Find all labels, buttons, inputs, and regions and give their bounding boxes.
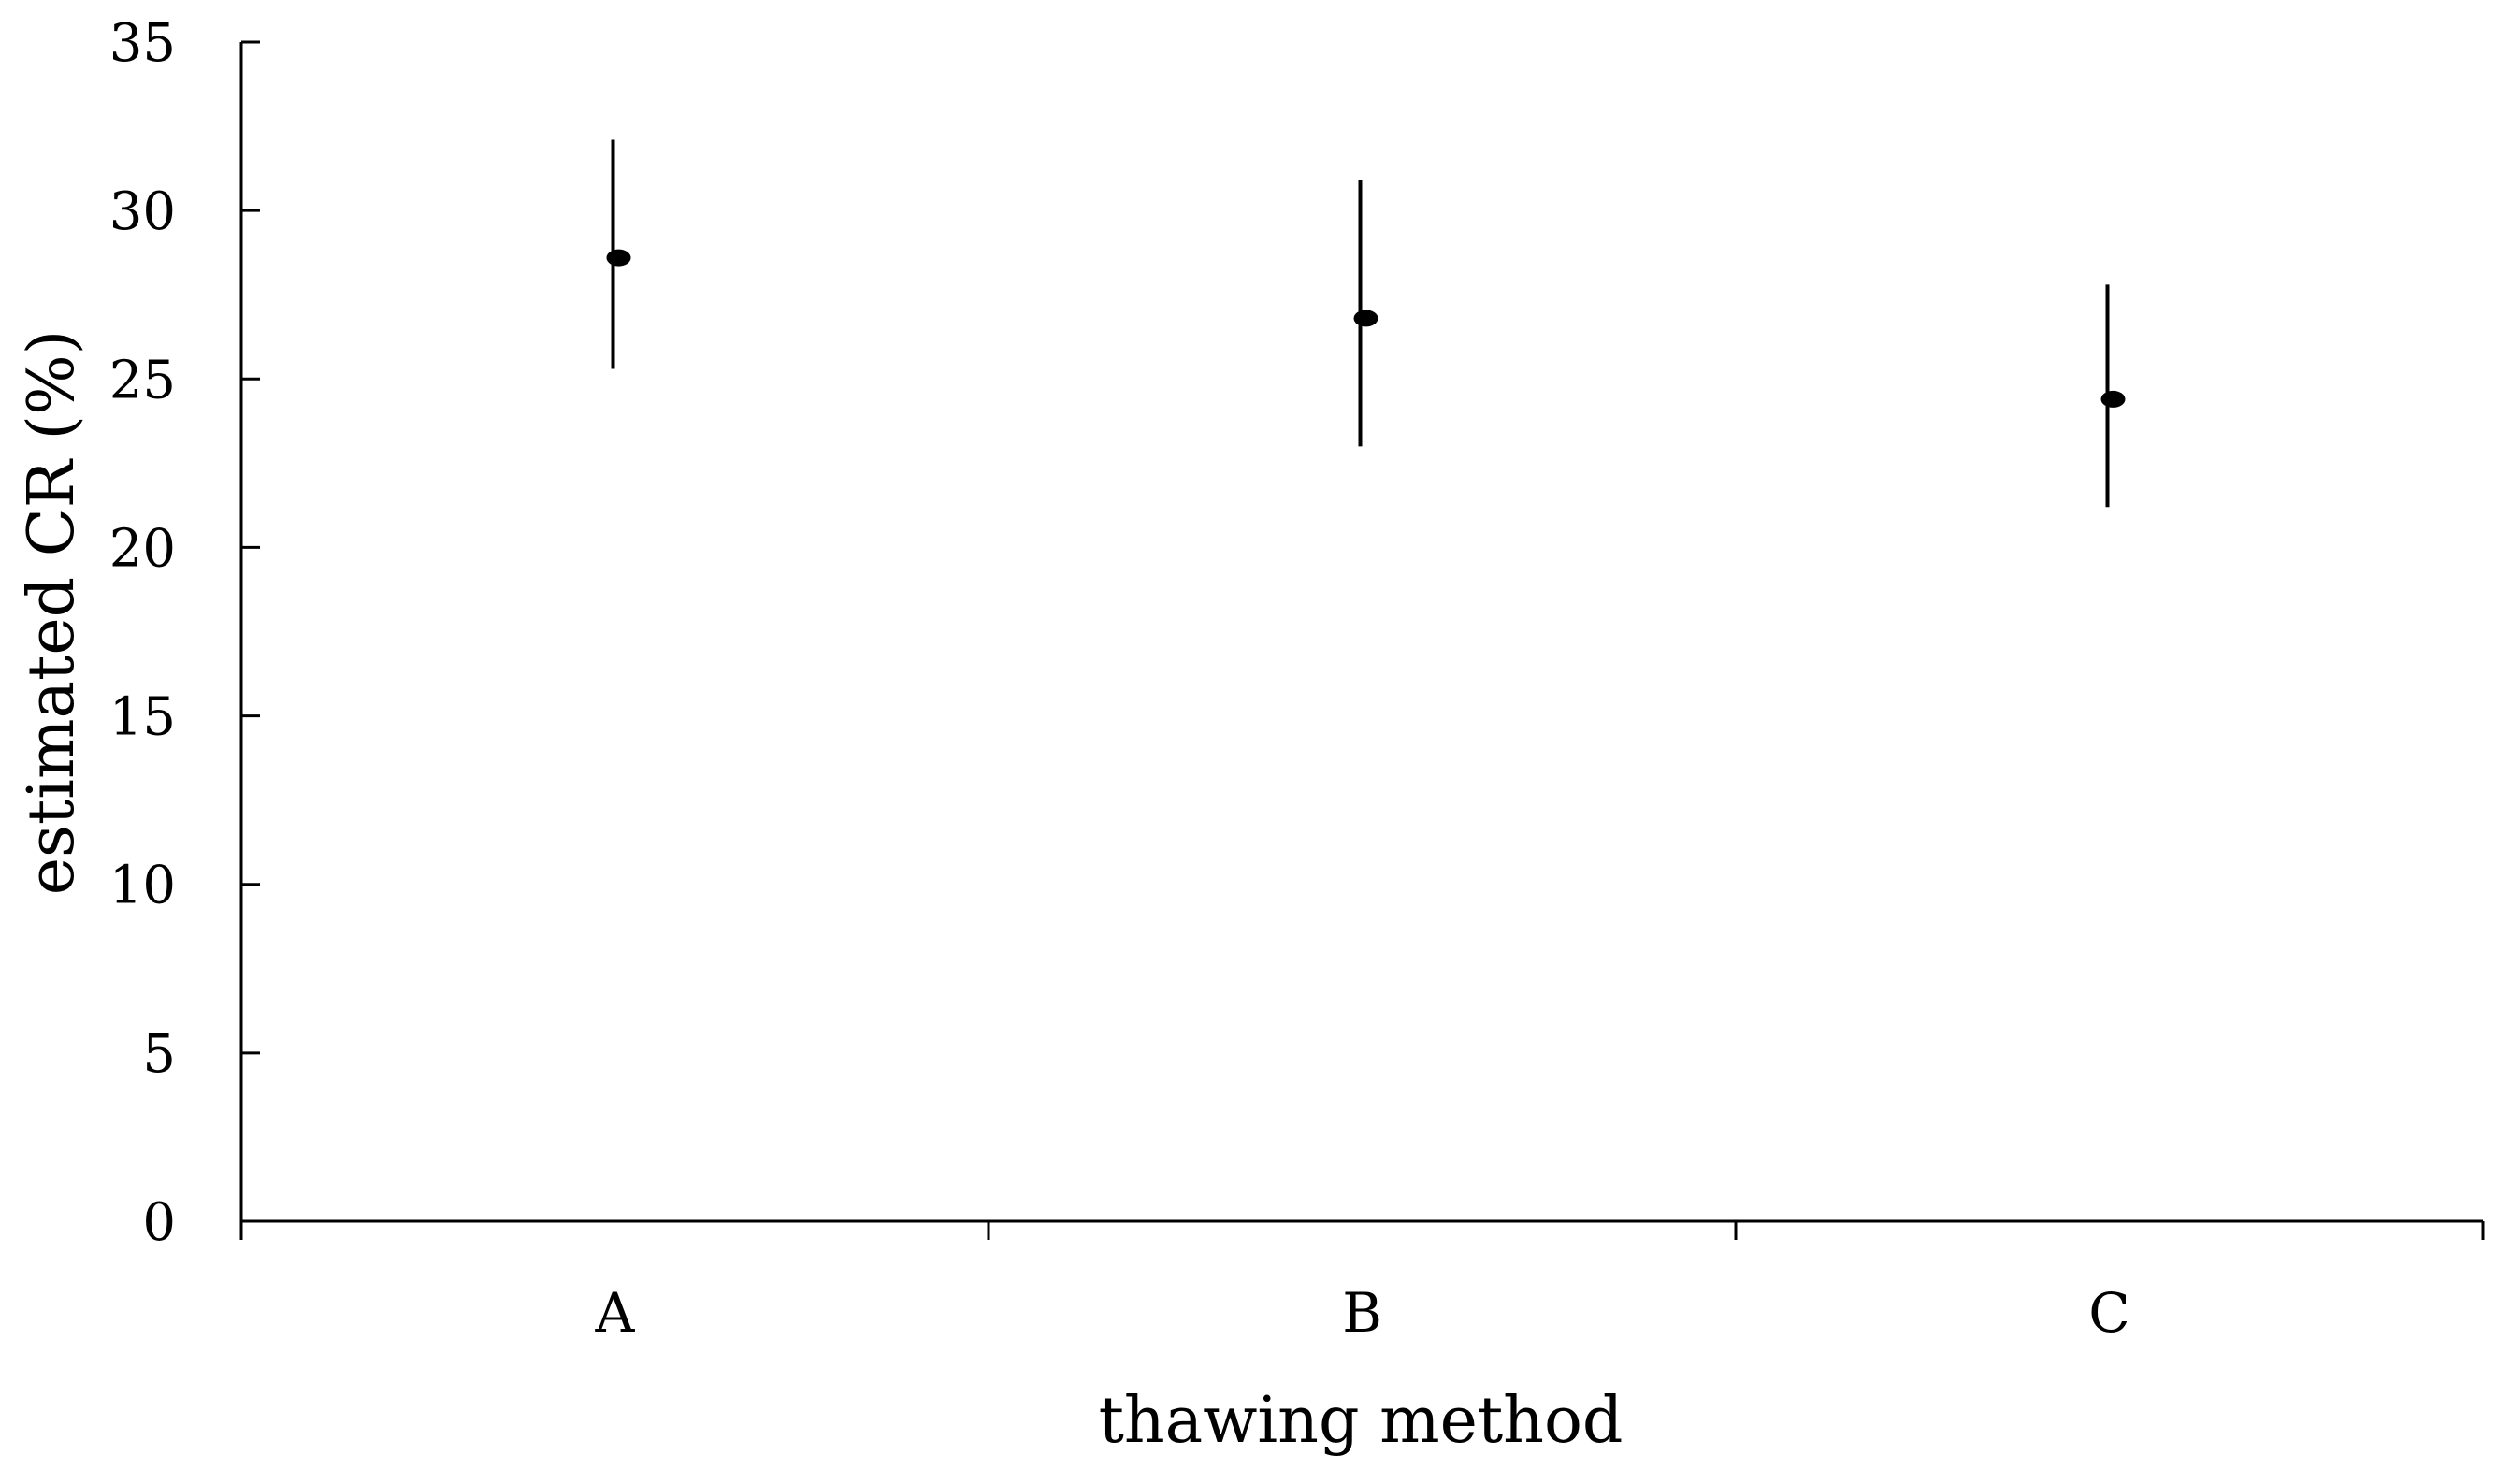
y-tick-label: 10 — [109, 856, 176, 916]
x-tick-label: A — [595, 1281, 636, 1345]
data-point — [1353, 310, 1378, 327]
y-axis-title: estimated CR (%) — [15, 330, 89, 895]
y-tick-label: 25 — [109, 350, 176, 411]
x-tick-label: B — [1342, 1281, 1382, 1345]
data-marks — [606, 139, 2126, 508]
y-tick-label: 35 — [109, 13, 176, 74]
x-tick-label: C — [2088, 1281, 2129, 1345]
x-axis-title: thawing method — [1099, 1384, 1624, 1458]
y-tick-label: 15 — [109, 687, 176, 748]
data-point — [606, 249, 631, 267]
data-point — [2100, 390, 2126, 408]
y-axis: 0 5 10 15 20 25 30 35 — [109, 13, 260, 1253]
x-axis: A B C — [239, 1219, 2485, 1345]
y-tick-label: 0 — [142, 1192, 176, 1253]
y-tick-label: 5 — [142, 1024, 176, 1085]
y-tick-label: 30 — [109, 181, 176, 242]
y-tick-label: 20 — [109, 518, 176, 579]
